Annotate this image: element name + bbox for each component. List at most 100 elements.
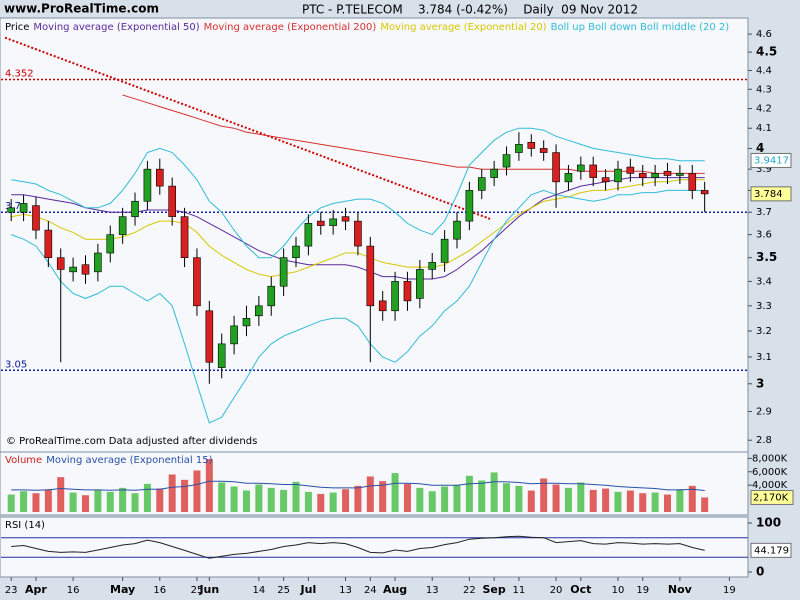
- candle-body: [663, 170, 672, 176]
- y-tick-label: 4: [756, 141, 764, 155]
- volume-bar: [342, 489, 350, 512]
- y-tick-label: 4,000K: [752, 480, 788, 491]
- volume-bar: [540, 478, 548, 512]
- candle-body: [391, 281, 399, 312]
- candle-body: [304, 223, 313, 247]
- candle-body: [403, 281, 412, 302]
- legend-entry: Moving average (Exponential 20): [380, 22, 546, 33]
- candle-body: [217, 343, 226, 368]
- y-tick-label: 3.5: [756, 250, 777, 264]
- candle-body: [155, 168, 164, 187]
- y-tick-label: 4.5: [756, 45, 777, 59]
- candle-body: [242, 318, 251, 327]
- volume-bar: [478, 480, 486, 512]
- volume-bar: [614, 491, 622, 512]
- candle-body: [180, 216, 189, 258]
- candle-body: [81, 264, 90, 275]
- candle-body: [32, 205, 40, 231]
- x-tick-label: 25: [277, 585, 290, 596]
- boll-up: [11, 127, 705, 259]
- price-panel: [0, 17, 749, 453]
- candle-body: [477, 177, 486, 191]
- volume-bar: [564, 487, 572, 512]
- volume-bar: [453, 485, 461, 512]
- x-tick-label: Sep: [483, 583, 506, 596]
- candle-body: [577, 164, 585, 172]
- y-tick-label: 100: [756, 516, 781, 530]
- candle-body: [539, 148, 548, 153]
- y-tick-label: 4.2: [756, 104, 772, 115]
- level-label: 4.352: [5, 68, 34, 79]
- y-tick-label: 8,000K: [752, 453, 788, 464]
- volume-bar: [156, 488, 164, 512]
- x-tick-label: Aug: [383, 583, 407, 596]
- y-tick-label: 4.3: [756, 84, 772, 95]
- candle-body: [292, 245, 300, 258]
- y-tick-label: 4.1: [756, 123, 772, 134]
- volume-bar: [490, 472, 498, 512]
- x-tick-label: 19: [636, 585, 649, 596]
- candle-body: [465, 190, 474, 222]
- y-tick-label: 3.4: [756, 276, 772, 287]
- x-tick-label: 22: [463, 585, 476, 596]
- x-tick-label: 10: [612, 585, 625, 596]
- candle-body: [601, 177, 610, 183]
- volume-bar: [57, 477, 65, 512]
- candle-body: [552, 152, 560, 183]
- volume-bar: [639, 493, 647, 512]
- volume-bar: [168, 474, 176, 512]
- volume-bar: [354, 485, 362, 512]
- candle-body: [94, 252, 102, 273]
- volume-bar: [32, 493, 40, 512]
- candle-body: [651, 173, 659, 178]
- price-box-label: 3.9417: [754, 155, 789, 166]
- candle-body: [378, 300, 387, 312]
- candle-body: [279, 257, 288, 287]
- volume-bar: [366, 476, 374, 512]
- x-tick-label: 13: [339, 585, 352, 596]
- volume-bar: [701, 497, 709, 512]
- x-tick-label: Apr: [25, 583, 47, 596]
- candle-body: [700, 190, 709, 195]
- candle-body: [564, 173, 573, 183]
- volume-box-label: 2,170K: [753, 492, 789, 503]
- volume-bar: [119, 487, 127, 512]
- candle-body: [44, 229, 53, 258]
- volume-bar: [403, 483, 411, 512]
- volume-bar: [292, 481, 300, 512]
- candle-body: [428, 262, 437, 270]
- candle-body: [626, 166, 635, 174]
- candle-body: [638, 173, 647, 178]
- candle-body: [366, 245, 375, 307]
- volume-bar: [651, 492, 659, 512]
- volume-bar: [304, 491, 312, 512]
- volume-bar: [428, 491, 436, 512]
- volume-bar: [379, 481, 387, 512]
- volume-bar: [465, 475, 473, 512]
- y-tick-label: 2.9: [756, 407, 772, 418]
- volume-bar: [81, 495, 89, 512]
- volume-bar: [503, 483, 511, 512]
- rsi-panel: [0, 516, 749, 578]
- volume-bar: [416, 487, 424, 512]
- volume-bar: [205, 459, 213, 512]
- y-tick-label: 3.3: [756, 301, 772, 312]
- candle-body: [440, 238, 449, 263]
- volume-bar: [20, 491, 28, 512]
- volume-bar: [527, 490, 535, 512]
- candle-body: [230, 325, 238, 345]
- volume-bar: [193, 470, 201, 512]
- candle-body: [255, 305, 263, 317]
- candle-body: [267, 285, 276, 307]
- volume-box: [750, 489, 794, 505]
- volume-bar: [589, 489, 597, 512]
- candle-body: [453, 220, 461, 240]
- legend-entry: Boll up Boll down Boll middle (20 2): [551, 22, 730, 33]
- volume-bar: [441, 486, 449, 512]
- candle-body: [7, 207, 15, 213]
- rsi-title: RSI (14): [5, 520, 45, 531]
- volume-bar: [267, 487, 275, 512]
- candle-body: [19, 203, 28, 213]
- x-tick-label: Jun: [198, 583, 219, 596]
